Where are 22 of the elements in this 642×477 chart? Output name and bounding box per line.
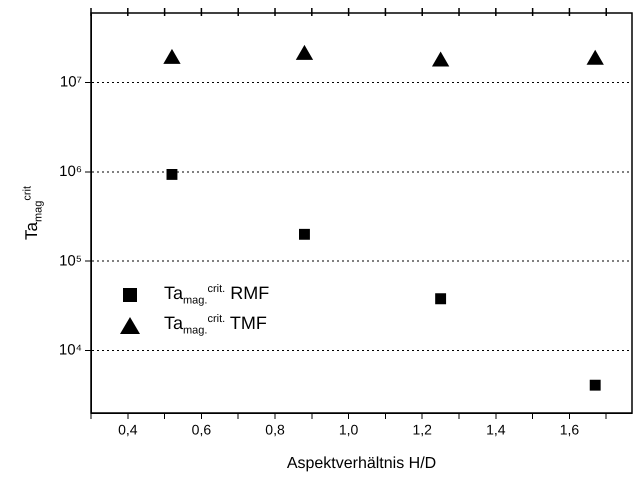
legend-label: Ta$_{mag.}$$^{crit.}$ TMF: [164, 313, 267, 337]
y-tick-label: 10⁴: [58, 342, 82, 359]
x-axis-title: Aspektverhältnis H/D: [286, 454, 436, 472]
point: [299, 228, 310, 240]
point: [586, 50, 604, 65]
point: [590, 380, 601, 391]
x-tick-label: 0,4: [118, 421, 138, 438]
point: [166, 169, 178, 180]
y-tick-label: 10⁵: [59, 252, 82, 270]
point: [296, 45, 313, 60]
legend-label: Ta$_{mag.}$$^{crit.}$ RMF: [164, 283, 270, 307]
x-tick-label: 1,4: [486, 421, 506, 438]
x-tick-label: 1,0: [338, 421, 359, 438]
y-tick-label: 10⁷: [60, 74, 82, 91]
x-tick-label: 1,2: [412, 421, 432, 438]
point: [164, 49, 180, 64]
y-tick-label: 10⁶: [59, 163, 82, 180]
point: [435, 293, 446, 304]
x-tick-label: 0,8: [265, 421, 285, 438]
x-tick-label: 1,6: [560, 421, 580, 438]
x-tick-label: 0,6: [192, 421, 212, 438]
point: [432, 52, 449, 66]
